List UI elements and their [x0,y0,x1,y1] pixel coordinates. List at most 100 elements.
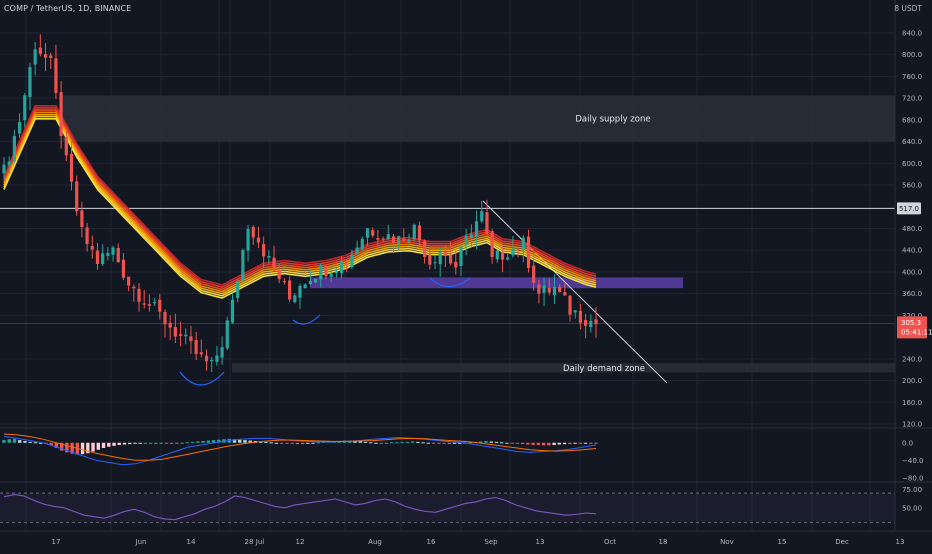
support-zone[interactable] [310,277,683,289]
candle-body[interactable] [516,249,520,251]
candle-body[interactable] [111,247,115,255]
candle-body[interactable] [443,252,448,256]
candle-body[interactable] [54,58,58,93]
candle-body[interactable] [428,254,432,265]
candle-body[interactable] [506,257,510,260]
candle-body[interactable] [423,240,427,257]
candle-body[interactable] [355,247,359,255]
candle-body[interactable] [407,239,411,242]
candle-body[interactable] [308,280,312,284]
candle-body[interactable] [495,250,499,260]
candle-body[interactable] [324,266,328,277]
candle-body[interactable] [64,136,68,156]
candle-body[interactable] [85,227,89,245]
candle-body[interactable] [184,334,188,337]
candle-body[interactable] [433,262,437,264]
candle-body[interactable] [500,252,505,260]
candle-body[interactable] [225,320,229,349]
candle-body[interactable] [142,303,146,305]
candle-body[interactable] [552,287,557,296]
candle-body[interactable] [319,265,323,280]
candle-body[interactable] [511,248,515,256]
candle-body[interactable] [256,237,261,243]
candle-body[interactable] [526,236,531,268]
candle-body[interactable] [339,261,344,274]
candle-body[interactable] [132,286,136,289]
candle-body[interactable] [75,181,79,212]
trend-line[interactable] [482,200,668,384]
candle-body[interactable] [106,252,110,256]
candle-body[interactable] [262,244,266,257]
candle-body[interactable] [69,153,74,182]
candle-body[interactable] [371,230,375,236]
candle-body[interactable] [189,336,193,342]
candle-body[interactable] [288,280,292,300]
candle-body[interactable] [313,278,318,283]
candle-body[interactable] [568,295,572,315]
bottom-arc[interactable] [292,314,321,325]
candle-body[interactable] [12,136,16,162]
candle-body[interactable] [38,47,42,54]
candle-body[interactable] [391,236,396,244]
candle-body[interactable] [199,352,203,355]
candle-body[interactable] [43,54,48,58]
candle-body[interactable] [303,284,307,289]
candle-body[interactable] [563,292,567,296]
candle-body[interactable] [215,355,219,362]
candle-body[interactable] [282,281,287,283]
candle-body[interactable] [573,310,577,313]
candle-body[interactable] [454,261,458,268]
candle-body[interactable] [236,280,240,299]
candle-body[interactable] [80,210,84,227]
candle-body[interactable] [547,287,551,293]
candle-body[interactable] [127,276,131,286]
candle-body[interactable] [2,164,6,174]
candle-body[interactable] [7,161,11,166]
candle-body[interactable] [59,92,63,136]
candle-body[interactable] [459,246,463,267]
candle-body[interactable] [474,221,479,237]
candle-body[interactable] [329,273,333,277]
candle-body[interactable] [246,228,250,251]
candle-body[interactable] [490,231,494,257]
candle-body[interactable] [350,254,354,267]
candle-body[interactable] [204,355,209,362]
candle-body[interactable] [438,252,442,265]
candle-body[interactable] [49,55,53,58]
candle-body[interactable] [220,347,224,358]
candle-body[interactable] [137,288,141,302]
candle-body[interactable] [147,304,152,306]
candle-body[interactable] [578,310,583,323]
candle-body[interactable] [210,359,214,362]
candle-body[interactable] [173,327,177,337]
candle-body[interactable] [537,284,541,294]
candle-body[interactable] [365,228,370,238]
candle-body[interactable] [360,238,364,250]
candle-body[interactable] [267,256,271,258]
candle-body[interactable] [521,237,525,251]
candle-body[interactable] [469,234,473,238]
candle-body[interactable] [334,271,338,274]
candle-body[interactable] [386,234,390,240]
candle-body[interactable] [178,334,183,336]
candle-body[interactable] [298,285,302,298]
bottom-arc[interactable] [179,371,225,386]
candle-body[interactable] [532,265,536,283]
candle-body[interactable] [90,246,94,250]
candle-body[interactable] [17,121,22,134]
candle-body[interactable] [241,249,245,281]
candle-body[interactable] [272,257,276,269]
candle-body[interactable] [464,236,468,245]
candle-body[interactable] [230,299,235,323]
candle-body[interactable] [448,254,453,264]
candle-body[interactable] [402,238,406,241]
candle-body[interactable] [594,319,598,325]
candle-body[interactable] [293,295,297,303]
candle-body[interactable] [28,67,32,98]
candle-body[interactable] [584,320,588,326]
candle-body[interactable] [33,49,37,65]
candle-body[interactable] [158,299,162,312]
candle-body[interactable] [116,248,120,263]
